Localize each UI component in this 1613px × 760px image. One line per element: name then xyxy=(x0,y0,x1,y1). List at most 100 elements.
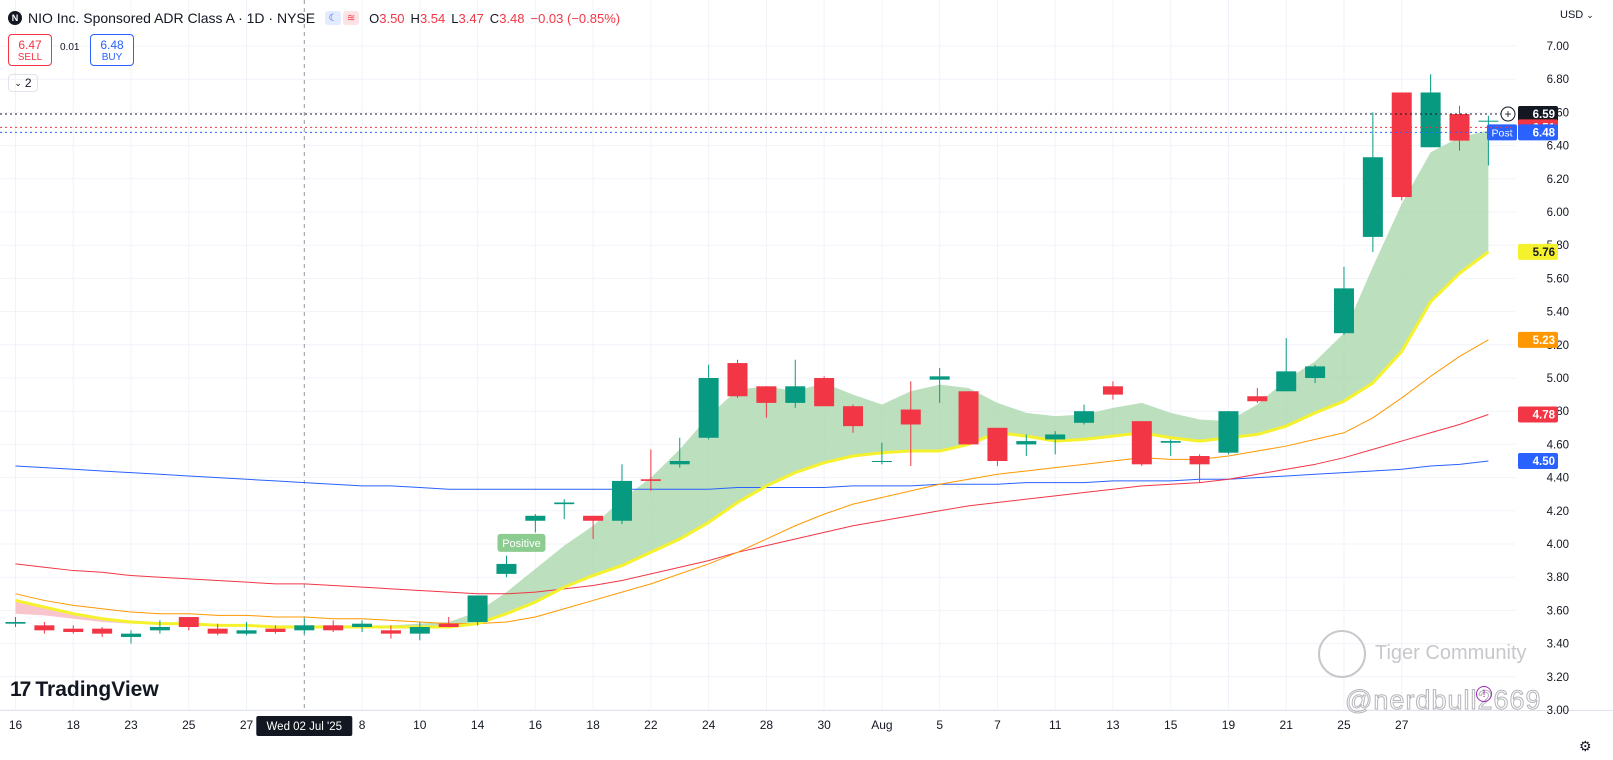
candle-body xyxy=(409,627,430,634)
currency-selector[interactable]: USD ⌄ xyxy=(1560,9,1594,21)
candle xyxy=(352,620,373,632)
price-label-bg xyxy=(1518,331,1558,348)
candle-body xyxy=(611,480,632,521)
candle xyxy=(756,386,777,418)
candle xyxy=(467,595,488,626)
candle-body xyxy=(525,515,546,521)
candle-body xyxy=(1333,288,1354,334)
candle-body xyxy=(149,627,170,631)
price-label: 4.50 xyxy=(1518,453,1558,469)
low-value: 3.47 xyxy=(458,10,484,26)
candle xyxy=(640,449,661,491)
candle-body xyxy=(380,630,401,634)
indicator-count: 2 xyxy=(24,76,32,90)
candle xyxy=(1016,434,1037,457)
candle-body xyxy=(1102,386,1123,395)
time-tick-label: 16 xyxy=(529,718,543,732)
time-tick-label: 15 xyxy=(1164,718,1178,732)
symbol-title[interactable]: NIO Inc. Sponsored ADR Class A · 1D · NY… xyxy=(28,10,316,26)
candle xyxy=(554,499,575,520)
crosshair-time-label: Wed 02 Jul '25 xyxy=(256,716,353,736)
price-label-text: 5.23 xyxy=(1533,335,1555,347)
candle-body xyxy=(1391,92,1412,198)
price-label-bg xyxy=(1518,243,1558,260)
alert-badge-icon[interactable]: ! xyxy=(1476,686,1492,702)
moon-icon[interactable]: ☾ xyxy=(325,11,342,25)
indicators-toggle[interactable]: ⌄ 2 xyxy=(8,74,38,92)
candle xyxy=(1189,454,1210,483)
time-tick-label: 23 xyxy=(124,718,138,732)
buy-button[interactable]: 6.48 BUY xyxy=(90,34,134,66)
tradingview-logo[interactable]: 17 TradingView xyxy=(10,678,159,702)
time-tick-label: 27 xyxy=(1395,718,1409,732)
candle xyxy=(1276,338,1297,392)
symbol-header: N NIO Inc. Sponsored ADR Class A · 1D · … xyxy=(8,8,626,28)
annotation-bubble xyxy=(497,533,546,552)
candle-body xyxy=(987,427,1008,461)
change-value: −0.03 (−0.85%) xyxy=(530,10,621,26)
candle-body xyxy=(843,406,864,427)
close-value: 3.48 xyxy=(499,10,525,26)
candle xyxy=(611,464,632,525)
candle xyxy=(1074,404,1095,425)
candle-body xyxy=(1362,157,1383,237)
price-label-text: 4.50 xyxy=(1533,456,1555,468)
price-label-bg xyxy=(1518,124,1558,141)
symbol-logo-icon: N xyxy=(8,11,22,25)
candle-body xyxy=(583,515,604,521)
grid xyxy=(0,0,1515,711)
candle xyxy=(929,368,950,403)
candle xyxy=(323,620,344,632)
candle-body xyxy=(121,633,142,637)
candle-body xyxy=(1045,434,1066,440)
candle xyxy=(438,617,459,627)
annotation-label: Positive xyxy=(502,538,541,550)
candle-body xyxy=(871,461,892,462)
spread-value: 0.01 xyxy=(60,42,80,53)
chevron-down-icon: ⌄ xyxy=(1586,10,1594,20)
cloud-fill-down xyxy=(15,600,160,624)
time-tick-label: 19 xyxy=(1222,718,1236,732)
sell-label: SELL xyxy=(17,52,43,63)
price-tick-label: 3.20 xyxy=(1547,672,1569,684)
candle-body xyxy=(1160,441,1181,443)
time-tick-label: 14 xyxy=(471,718,485,732)
candle xyxy=(814,376,835,407)
time-tick-label: 16 xyxy=(9,718,23,732)
candle xyxy=(1305,364,1326,383)
candle-body xyxy=(640,479,661,481)
candle xyxy=(1449,105,1470,151)
candle-body xyxy=(1016,441,1037,445)
candle-body xyxy=(1247,396,1268,402)
price-tick-label: 5.00 xyxy=(1547,373,1569,385)
candle xyxy=(843,404,864,433)
candle-body xyxy=(92,628,113,634)
price-tick-label: 4.00 xyxy=(1547,539,1569,551)
price-label-text: 5.76 xyxy=(1533,247,1555,259)
time-axis: 16 18 23 25 27 8 10 14 16 18 22 24 28 30 Aug 5 7 11 13 15 19… xyxy=(9,716,1409,736)
candle xyxy=(149,620,170,634)
watermark-text: Tiger Community xyxy=(1375,642,1527,664)
time-tick-label: 30 xyxy=(817,718,831,732)
chevron-down-icon: ⌄ xyxy=(14,77,22,88)
sma-long-line xyxy=(15,460,1489,490)
tiger-community-logo-icon xyxy=(1318,630,1366,678)
candle-body xyxy=(1305,366,1326,378)
candle-body xyxy=(900,409,921,425)
candle xyxy=(1045,431,1066,455)
candle xyxy=(669,437,690,468)
ohlc-readout: O3.50 H3.54 L3.47 C3.48 −0.03 (−0.85%) xyxy=(369,10,621,26)
time-tick-label: 28 xyxy=(760,718,774,732)
time-tick-label: Aug xyxy=(871,718,892,732)
candle-body xyxy=(554,502,575,505)
price-tick-label: 5.60 xyxy=(1547,273,1569,285)
time-tick-label: 25 xyxy=(1337,718,1351,732)
sell-button[interactable]: 6.47 SELL xyxy=(8,34,52,66)
price-tick-label: 6.00 xyxy=(1547,207,1569,219)
price-label-bg xyxy=(1518,453,1558,469)
crosshair-time-bg xyxy=(256,716,353,736)
high-value: 3.54 xyxy=(419,10,446,26)
gear-icon[interactable]: ⚙ xyxy=(1579,738,1592,754)
wave-icon[interactable]: ≋ xyxy=(343,11,360,25)
